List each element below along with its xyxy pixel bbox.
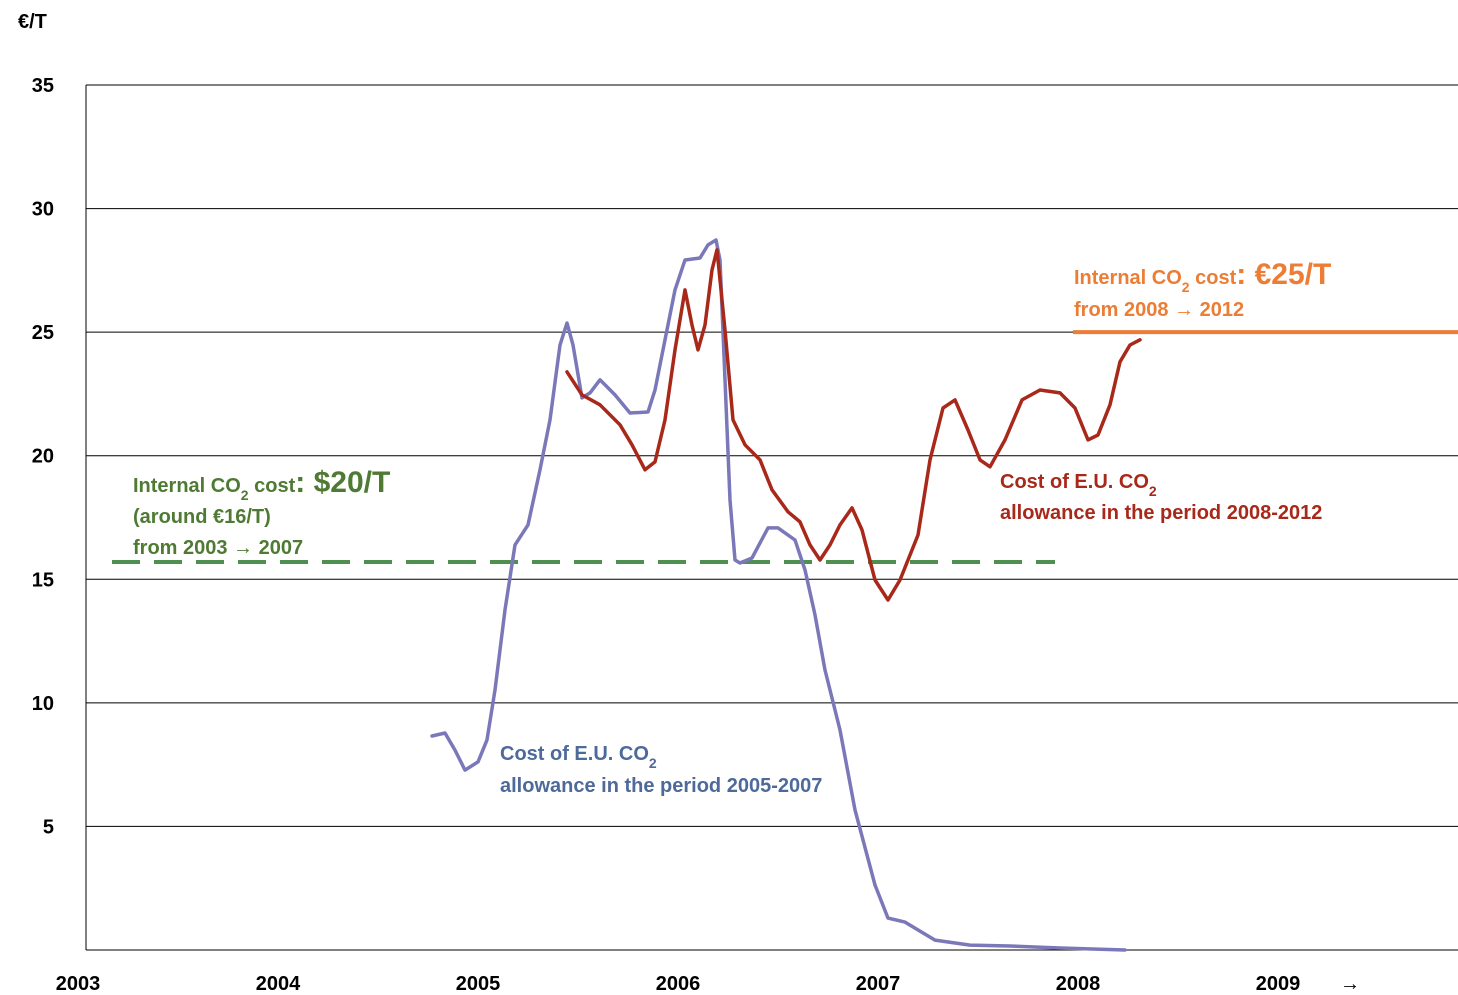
- y-axis-label: €/T: [18, 11, 47, 33]
- x-tick-label: 2007: [856, 973, 901, 995]
- x-tick-label: 2003: [56, 973, 101, 995]
- annotation: (around €16/T): [133, 506, 271, 528]
- annotation-part: allowance in the period 2008-2012: [1000, 502, 1322, 524]
- series-line: [565, 248, 1142, 602]
- annotation-part: from 2003 → 2007: [133, 537, 303, 559]
- annotation-part: Internal CO: [133, 475, 241, 497]
- x-tick-label: 2004: [256, 973, 301, 995]
- annotation-part: cost: [1190, 267, 1237, 289]
- annotation-part: :: [295, 466, 313, 499]
- annotation-part: 2: [1149, 483, 1157, 499]
- annotation-part: €25/T: [1255, 258, 1332, 291]
- annotation: Internal CO2 cost: €25/T: [1074, 258, 1331, 295]
- x-tick-label: 2008: [1056, 973, 1101, 995]
- annotation-part: cost: [249, 475, 296, 497]
- annotation-part: from 2008 → 2012: [1074, 299, 1244, 321]
- annotation: Cost of E.U. CO2: [1000, 471, 1157, 499]
- annotation-part: (around €16/T): [133, 506, 271, 528]
- x-axis-arrow: →: [1340, 973, 1360, 995]
- annotation: allowance in the period 2008-2012: [1000, 502, 1322, 524]
- y-tick-label: 10: [32, 693, 54, 715]
- annotation-part: 2: [1182, 279, 1190, 295]
- annotation-part: Cost of E.U. CO: [500, 743, 649, 765]
- annotation-part: 2: [241, 487, 249, 503]
- x-tick-label: 2005: [456, 973, 501, 995]
- annotation: Internal CO2 cost: $20/T: [133, 466, 390, 503]
- annotation: allowance in the period 2005-2007: [500, 775, 822, 797]
- annotation-part: Internal CO: [1074, 267, 1182, 289]
- annotation: from 2008 → 2012: [1074, 299, 1244, 321]
- annotation-part: Cost of E.U. CO: [1000, 471, 1149, 493]
- annotation-part: allowance in the period 2005-2007: [500, 775, 822, 797]
- y-tick-label: 15: [32, 569, 54, 591]
- annotation-part: 2: [649, 755, 657, 771]
- annotation-part: :: [1236, 258, 1254, 291]
- annotation-part: $20/T: [314, 466, 391, 499]
- annotation: Cost of E.U. CO2: [500, 743, 657, 771]
- annotation: from 2003 → 2007: [133, 537, 303, 559]
- y-tick-label: 5: [43, 816, 54, 838]
- y-tick-label: 20: [32, 446, 54, 468]
- series-line: [430, 238, 1127, 952]
- y-tick-label: 25: [32, 322, 54, 344]
- y-tick-label: 30: [32, 199, 54, 221]
- y-tick-label: 35: [32, 75, 54, 97]
- x-tick-label: 2009: [1256, 973, 1301, 995]
- x-tick-label: 2006: [656, 973, 701, 995]
